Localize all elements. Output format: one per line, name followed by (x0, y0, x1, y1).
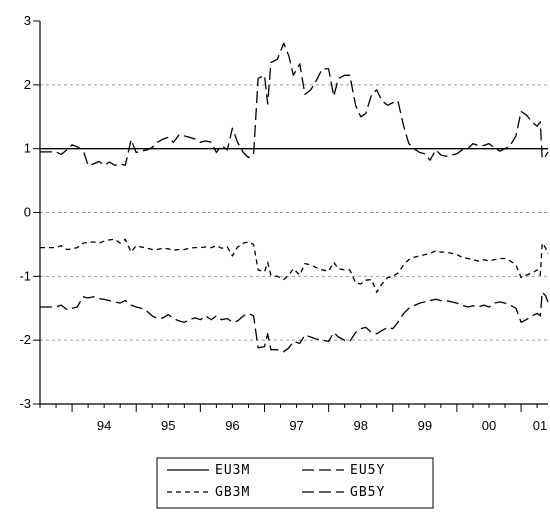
gridlines (40, 84, 548, 341)
series-lines (40, 42, 549, 353)
series-line-gb5y (40, 291, 549, 353)
y-axis: 3 2 1 0 -1 -2 -3 (19, 13, 40, 411)
series-line-gb3m (40, 238, 549, 293)
x-tick-label: 97 (289, 418, 303, 433)
y-tick-label: 1 (24, 141, 31, 156)
x-axis: 94 95 96 97 98 99 00 01 (39, 404, 547, 433)
y-tick-label: -1 (19, 268, 31, 283)
x-tick-label: 99 (418, 418, 432, 433)
legend-label: EU5Y (350, 463, 385, 478)
x-tick-label: 94 (97, 418, 111, 433)
y-tick-label: 3 (24, 13, 31, 28)
legend-box (156, 457, 434, 509)
x-tick-label: 96 (225, 418, 239, 433)
legend-label: EU3M (215, 463, 250, 478)
x-tick-label: 95 (161, 418, 175, 433)
legend: EU3M EU5Y GB3M GB5Y (156, 457, 434, 509)
series-line-eu5y (40, 42, 549, 166)
x-tick-label: 98 (353, 418, 367, 433)
y-tick-label: -2 (19, 332, 31, 347)
y-tick-label: 2 (24, 77, 31, 92)
y-tick-label: -3 (19, 396, 31, 411)
legend-label: GB5Y (350, 485, 385, 500)
y-tick-label: 0 (24, 205, 31, 220)
x-tick-label: 01 (533, 418, 547, 433)
x-tick-label: 00 (482, 418, 496, 433)
legend-label: GB3M (215, 485, 250, 500)
